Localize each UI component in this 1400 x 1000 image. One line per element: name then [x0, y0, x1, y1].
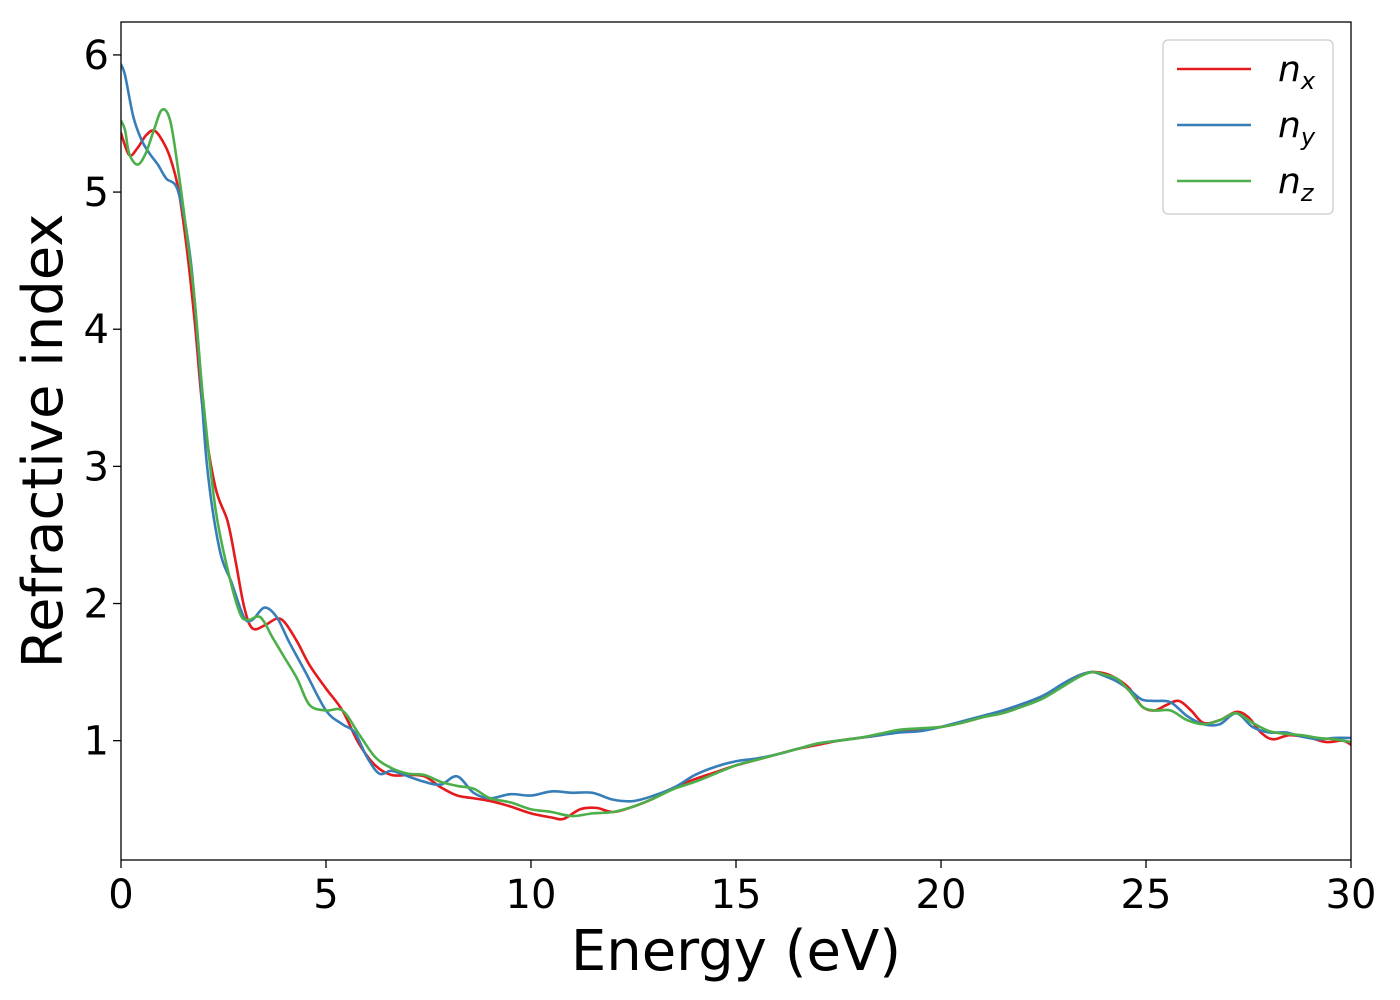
y-axis-label: Refractive index — [11, 214, 76, 669]
x-axis-label: Energy (eV) — [571, 919, 901, 984]
x-tick-label: 10 — [506, 872, 557, 918]
y-tick-label: 5 — [84, 170, 109, 216]
series-layer — [121, 63, 1351, 821]
x-tick-label: 5 — [313, 872, 338, 918]
y-tick-label: 3 — [84, 444, 109, 490]
legend-box — [1162, 39, 1334, 215]
y-tick-label: 4 — [84, 307, 109, 353]
y-tick-label: 1 — [84, 719, 109, 765]
y-tick-label: 2 — [84, 582, 109, 628]
x-tick-label: 30 — [1326, 872, 1377, 918]
x-tick-label: 20 — [916, 872, 967, 918]
x-tick-label: 0 — [108, 872, 133, 918]
x-tick-label: 25 — [1121, 872, 1172, 918]
x-tick-label: 15 — [711, 872, 762, 918]
y-axis: 1 2 3 4 5 6 — [84, 33, 121, 765]
series-line-n-z — [121, 108, 1351, 818]
x-axis: 0 5 10 15 20 25 30 — [108, 860, 1376, 918]
y-tick-label: 6 — [84, 33, 109, 79]
